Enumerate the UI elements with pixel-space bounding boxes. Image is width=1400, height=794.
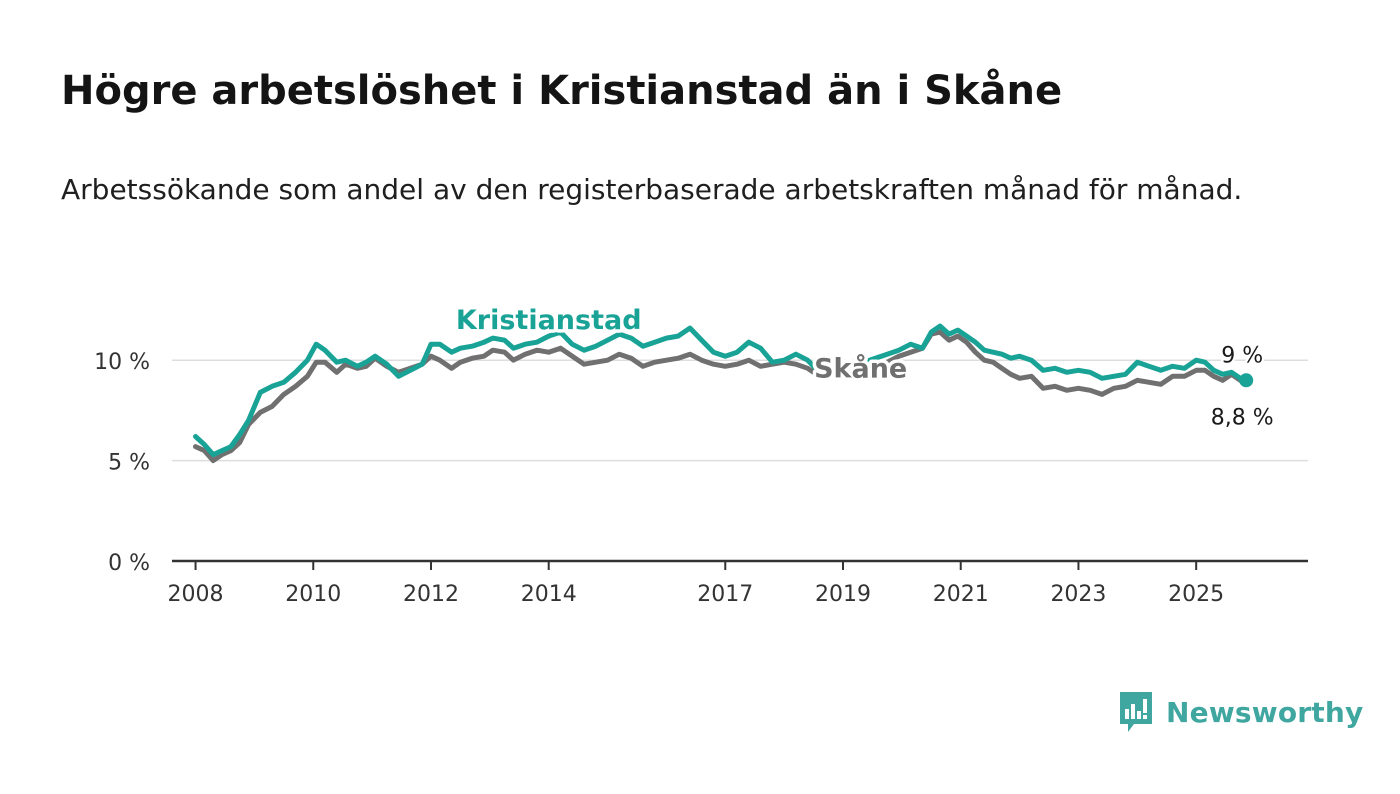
series-label-skane: Skåne bbox=[814, 352, 907, 384]
x-tick-label: 2021 bbox=[933, 582, 989, 607]
x-axis-ticks: 2008 2010 2012 2014 2017 2019 2021 2023 2025 bbox=[168, 561, 1224, 607]
y-tick-label: 10 % bbox=[94, 350, 150, 375]
y-axis-ticks: 0 % 5 % 10 % bbox=[94, 350, 150, 576]
y-tick-label: 5 % bbox=[108, 451, 150, 476]
newsworthy-brand[interactable]: Newsworthy bbox=[1118, 690, 1363, 734]
series-line-kristianstad bbox=[193, 323, 1249, 458]
x-tick-label: 2012 bbox=[403, 582, 459, 607]
x-tick-label: 2008 bbox=[168, 582, 224, 607]
x-tick-label: 2017 bbox=[697, 582, 753, 607]
series-lines bbox=[193, 323, 1254, 464]
newsworthy-wordmark: Newsworthy bbox=[1166, 695, 1364, 729]
line-chart: 0 %5 %10 % 2008 2010 2012 2014 2017 2019 2021 2… bbox=[94, 302, 1308, 607]
series-line-skane bbox=[193, 329, 1249, 464]
series-label-kristianstad: Kristianstad bbox=[456, 305, 642, 336]
x-tick-label: 2014 bbox=[521, 582, 577, 607]
chart-title: Högre arbetslöshet i Kristianstad än i S… bbox=[61, 68, 1063, 114]
x-tick-label: 2010 bbox=[285, 582, 341, 607]
gridlines bbox=[172, 359, 1308, 563]
series-labels: Kristianstad Skåne 8,8 % 9 % bbox=[452, 302, 1276, 433]
x-tick-label: 2025 bbox=[1168, 582, 1224, 607]
x-tick-label: 2019 bbox=[815, 582, 871, 607]
x-tick-label: 2023 bbox=[1050, 582, 1106, 607]
y-tick-label: 0 % bbox=[108, 551, 150, 576]
end-point-kristianstad bbox=[1239, 373, 1254, 388]
end-value-label-kristianstad: 9 % bbox=[1221, 343, 1263, 368]
end-value-label-skane: 8,8 % bbox=[1211, 405, 1274, 430]
newsworthy-logo-icon bbox=[1120, 692, 1152, 732]
chart-subtitle: Arbetssökande som andel av den registerb… bbox=[61, 173, 1243, 206]
